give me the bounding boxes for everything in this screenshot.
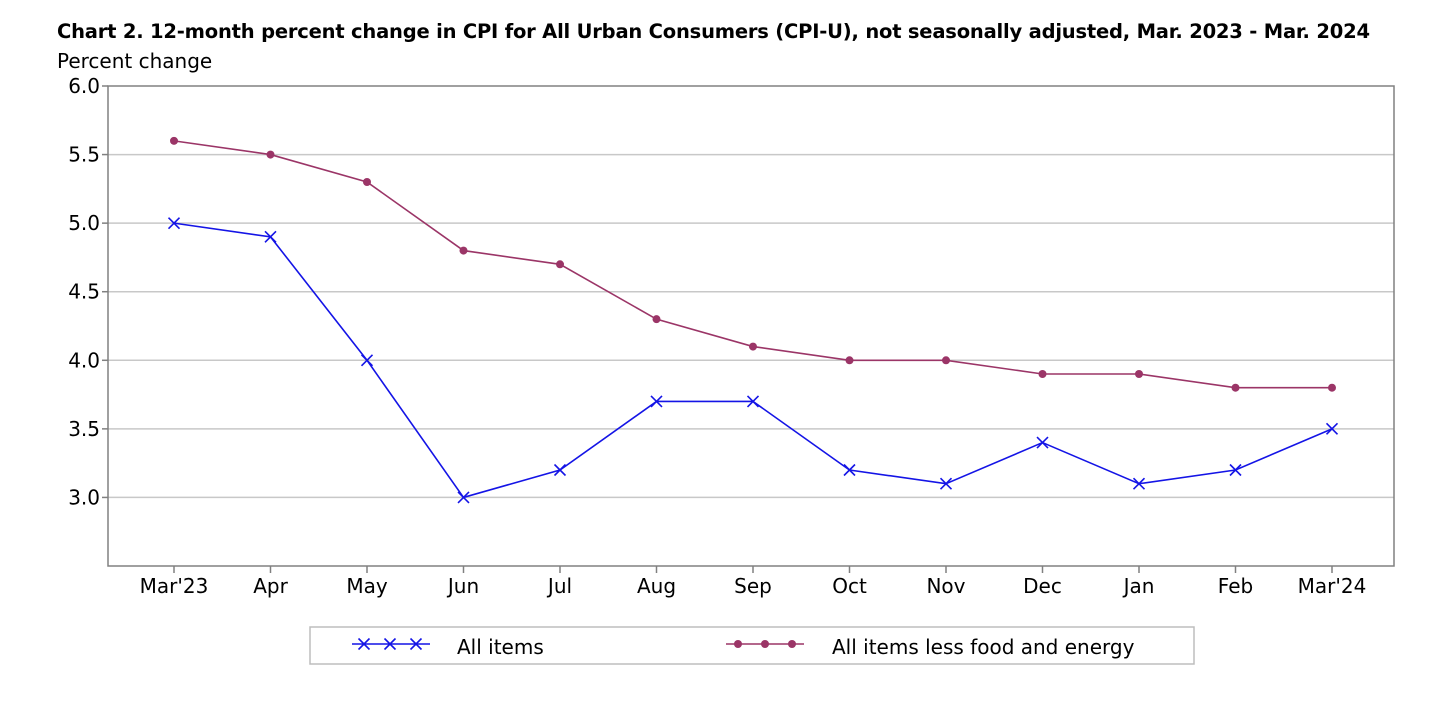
x-tick-label: Feb (1218, 574, 1253, 598)
y-axis: 3.0 3.5 4.0 4.5 5.0 5.5 6.0 (68, 74, 108, 509)
data-point (939, 477, 953, 490)
x-tick-label: Jul (546, 574, 572, 598)
x-tick-label: Jan (1122, 574, 1155, 598)
data-point (1328, 383, 1336, 392)
y-tick-label: 3.0 (68, 485, 100, 509)
x-tick-label: Oct (832, 574, 867, 598)
data-point (266, 150, 275, 159)
y-tick-label: 3.5 (68, 417, 100, 441)
x-tick-label: Nov (926, 574, 965, 598)
data-point (746, 395, 760, 408)
data-point (1231, 383, 1240, 392)
x-tick-label: Mar'23 (140, 574, 209, 598)
data-point (845, 356, 854, 365)
data-point (363, 178, 371, 186)
legend-marker (409, 637, 423, 651)
marker-stroke (360, 354, 374, 367)
x-tick-label: Apr (253, 574, 288, 598)
legend-label: All items (457, 635, 544, 659)
data-point (1132, 477, 1146, 490)
data-point (1135, 370, 1143, 378)
x-tick-label: Jun (446, 574, 479, 598)
data-point (170, 136, 178, 145)
chart-title: Chart 2. 12-month percent change in CPI … (57, 20, 1370, 43)
data-point (1036, 436, 1049, 449)
data-point (360, 354, 374, 367)
series-1 (170, 136, 1336, 392)
x-tick-label: Mar'24 (1298, 574, 1367, 598)
x-tick-label: May (346, 574, 388, 598)
marker-stroke (843, 463, 856, 477)
data-point (457, 491, 470, 504)
series-layer (167, 136, 1339, 504)
marker-stroke (553, 463, 567, 477)
data-point (1325, 422, 1339, 435)
legend-marker (734, 640, 742, 648)
x-tick-label: Sep (734, 574, 772, 598)
y-axis-unit-label: Percent change (57, 49, 213, 73)
legend: All items All items less food and energy (309, 626, 1195, 665)
marker-stroke (1229, 463, 1242, 477)
marker-stroke (1325, 422, 1339, 435)
marker-stroke (457, 491, 470, 504)
y-tick-label: 5.5 (68, 143, 100, 167)
y-tick-label: 4.5 (68, 280, 100, 304)
y-tick-label: 4.0 (68, 348, 100, 372)
marker-stroke (650, 395, 663, 408)
y-tick-label: 5.0 (68, 211, 100, 235)
marker-stroke (746, 395, 760, 408)
x-tick-label: Aug (637, 574, 676, 598)
series-line (173, 140, 1332, 389)
marker-stroke (264, 230, 277, 243)
data-point (459, 246, 468, 255)
data-point (264, 230, 277, 243)
data-point (650, 395, 663, 408)
marker-stroke (409, 637, 423, 651)
x-axis: Mar'23 Apr May Jun Jul Aug Sep Oct Nov Dec Jan Feb M… (140, 566, 1367, 598)
data-point (749, 342, 757, 351)
marker-stroke (1132, 477, 1146, 490)
data-point (167, 217, 181, 230)
data-point (843, 463, 856, 477)
legend-marker (383, 637, 397, 651)
marker-stroke (357, 637, 371, 651)
legend-marker (357, 637, 371, 651)
data-point (652, 315, 661, 324)
plot-frame (107, 85, 1395, 567)
marker-stroke (939, 477, 953, 490)
grid-layer (108, 153, 1394, 499)
legend-marker (761, 640, 769, 648)
y-tick-label: 6.0 (68, 74, 100, 98)
marker-stroke (383, 637, 397, 651)
data-point (1038, 370, 1047, 378)
marker-stroke (167, 217, 181, 230)
data-point (556, 260, 564, 269)
data-point (942, 356, 950, 365)
marker-stroke (1036, 436, 1049, 449)
data-point (1229, 463, 1242, 477)
legend-label: All items less food and energy (832, 635, 1135, 659)
legend-box (309, 626, 1195, 665)
data-point (553, 463, 567, 477)
legend-marker (788, 640, 796, 648)
series-0 (167, 217, 1339, 504)
x-tick-label: Dec (1023, 574, 1062, 598)
